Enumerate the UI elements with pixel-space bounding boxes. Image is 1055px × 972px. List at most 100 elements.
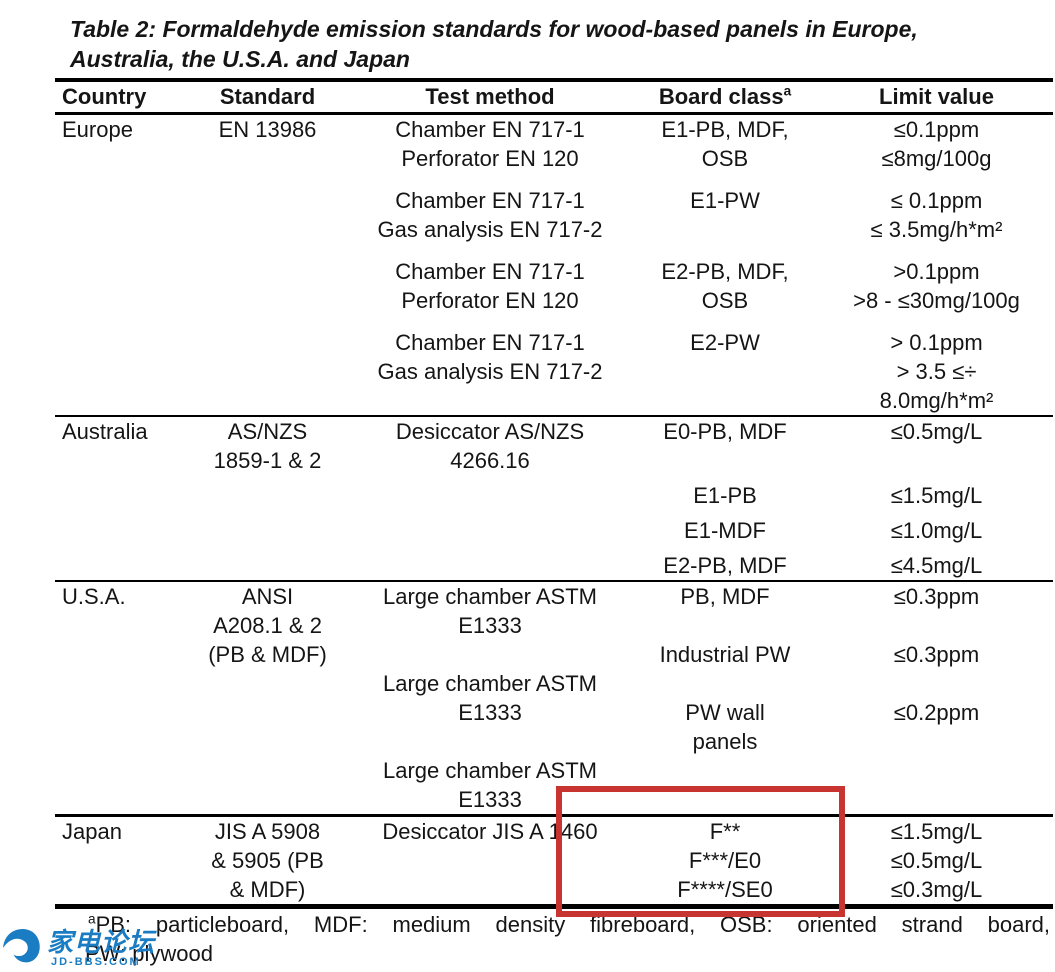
- cell-board-class: F****/SE0: [677, 877, 773, 902]
- table-row: 8.0mg/h*m²: [55, 386, 1053, 415]
- footnote-marker: a: [88, 911, 96, 927]
- cell-standard: & MDF): [229, 877, 306, 902]
- cell-board-class: E2-PB, MDF,: [661, 259, 789, 284]
- col-header-test-method: Test method: [425, 84, 555, 109]
- cell-limit-value: ≤0.3ppm: [893, 642, 980, 667]
- cell-board-class: F***/E0: [688, 848, 762, 873]
- board-class-superscript: a: [783, 83, 792, 99]
- table-row: Large chamber ASTM: [55, 756, 1053, 785]
- cell-test-method: Gas analysis EN 717-2: [377, 359, 603, 384]
- watermark-logo: 家电论坛 JD-BBS.COM: [2, 928, 155, 968]
- cell-board-class: OSB: [701, 288, 749, 313]
- table-rule-header: [55, 112, 1053, 115]
- table-header-row: Country Standard Test method Board class…: [55, 82, 1053, 112]
- cell-test-method: Chamber EN 717-1: [395, 259, 585, 284]
- table-row: (PB & MDF) Industrial PW ≤0.3ppm: [55, 640, 1053, 669]
- watermark-site-name: 家电论坛: [47, 927, 156, 957]
- table-row: U.S.A. ANSI Large chamber ASTM PB, MDF ≤…: [55, 582, 1053, 611]
- cell-country: Australia: [62, 419, 148, 444]
- table-rule-section: [55, 415, 1053, 417]
- table-rule-bottom: [55, 904, 1053, 909]
- cell-standard: EN 13986: [218, 117, 317, 142]
- cell-board-class: E1-MDF: [684, 518, 766, 543]
- table-caption: Table 2: Formaldehyde emission standards…: [70, 14, 1030, 74]
- table-row: Japan JIS A 5908 Desiccator JIS A 1460 F…: [55, 817, 1053, 846]
- table-row: Gas analysis EN 717-2 ≤ 3.5mg/h*m²: [55, 215, 1053, 244]
- table-row: panels: [55, 727, 1053, 756]
- cell-board-class: PB, MDF: [680, 584, 770, 609]
- cell-limit-value: ≤1.0mg/L: [890, 518, 983, 543]
- cell-test-method: Large chamber ASTM: [383, 758, 597, 783]
- table-row: Large chamber ASTM: [55, 669, 1053, 698]
- cell-board-class: E0-PB, MDF: [663, 419, 787, 444]
- cell-board-class: E1-PB, MDF,: [661, 117, 789, 142]
- section-japan: Japan JIS A 5908 Desiccator JIS A 1460 F…: [55, 817, 1053, 904]
- cell-country: U.S.A.: [62, 584, 126, 609]
- table-rule-section: [55, 580, 1053, 582]
- cell-limit-value: > 0.1ppm: [890, 330, 983, 355]
- table-row: E2-PB, MDF ≤4.5mg/L: [55, 551, 1053, 580]
- table-caption-line-2: Australia, the U.S.A. and Japan: [70, 46, 410, 72]
- cell-test-method: Large chamber ASTM: [383, 671, 597, 696]
- cell-test-method: Chamber EN 717-1: [395, 188, 585, 213]
- table-row: Perforator EN 120 OSB >8 - ≤30mg/100g: [55, 286, 1053, 315]
- cell-standard: (PB & MDF): [208, 642, 327, 667]
- section-europe: Europe EN 13986 Chamber EN 717-1 E1-PB, …: [55, 115, 1053, 415]
- table-row: Chamber EN 717-1 E1-PW ≤ 0.1ppm: [55, 186, 1053, 215]
- section-australia: Australia AS/NZS Desiccator AS/NZS E0-PB…: [55, 417, 1053, 580]
- table-row: E1333: [55, 785, 1053, 814]
- table-row: E1-MDF ≤1.0mg/L: [55, 516, 1053, 545]
- cell-limit-value: ≤0.3mg/L: [890, 877, 983, 902]
- cell-country: Japan: [62, 819, 122, 844]
- cell-standard: A208.1 & 2: [213, 613, 322, 638]
- col-header-standard: Standard: [219, 84, 316, 109]
- cell-board-class: Industrial PW: [659, 642, 791, 667]
- table-row: Chamber EN 717-1 E2-PW > 0.1ppm: [55, 328, 1053, 357]
- cell-test-method: Chamber EN 717-1: [395, 330, 585, 355]
- watermark-text: 家电论坛 JD-BBS.COM: [47, 928, 155, 968]
- watermark-site-domain: JD-BBS.COM: [51, 956, 141, 968]
- cell-test-method: E1333: [458, 700, 522, 725]
- footnote-line-2: PW: plywood: [85, 941, 213, 966]
- cell-standard: 1859-1 & 2: [213, 448, 322, 473]
- cell-country: Europe: [62, 117, 133, 142]
- cell-test-method: Perforator EN 120: [401, 288, 579, 313]
- cell-limit-value: ≤ 0.1ppm: [890, 188, 983, 213]
- table-row: E1-PB ≤1.5mg/L: [55, 481, 1053, 510]
- cell-board-class: panels: [692, 729, 758, 754]
- table-footnote: aPB: particleboard, MDF: medium density …: [85, 910, 1050, 968]
- cell-limit-value: ≤0.2ppm: [893, 700, 980, 725]
- cell-board-class: E1-PW: [690, 188, 760, 213]
- table-row: 1859-1 & 2 4266.16: [55, 446, 1053, 475]
- cell-limit-value: 8.0mg/h*m²: [879, 388, 994, 413]
- cell-limit-value: ≤8mg/100g: [881, 146, 992, 171]
- table-rule-section: [55, 814, 1053, 817]
- section-usa: U.S.A. ANSI Large chamber ASTM PB, MDF ≤…: [55, 582, 1053, 814]
- cell-test-method: 4266.16: [450, 448, 530, 473]
- cell-limit-value: ≤1.5mg/L: [890, 819, 983, 844]
- col-header-board-class-text: Board class: [658, 84, 784, 109]
- cell-standard: JIS A 5908: [214, 819, 321, 844]
- table-row: Gas analysis EN 717-2 > 3.5 ≤÷: [55, 357, 1053, 386]
- cell-limit-value: ≤0.5mg/L: [890, 848, 983, 873]
- col-header-country: Country: [62, 84, 147, 109]
- standards-table: Country Standard Test method Board class…: [55, 78, 1053, 909]
- cell-board-class: PW wall: [685, 700, 765, 725]
- cell-test-method: Chamber EN 717-1: [395, 117, 585, 142]
- cell-test-method: E1333: [458, 787, 522, 812]
- cell-board-class: F**: [709, 819, 741, 844]
- cell-test-method: Desiccator AS/NZS: [395, 419, 585, 444]
- cell-limit-value: ≤1.5mg/L: [890, 483, 983, 508]
- cell-test-method: E1333: [458, 613, 522, 638]
- table-row: & MDF) F****/SE0 ≤0.3mg/L: [55, 875, 1053, 904]
- table-caption-line-1: Table 2: Formaldehyde emission standards…: [70, 16, 918, 42]
- cell-board-class: OSB: [701, 146, 749, 171]
- cell-limit-value: >8 - ≤30mg/100g: [853, 288, 1020, 313]
- cell-limit-value: ≤0.5mg/L: [890, 419, 983, 444]
- cell-limit-value: ≤0.1ppm: [893, 117, 980, 142]
- col-header-limit-value: Limit value: [879, 84, 994, 109]
- cell-limit-value: > 3.5 ≤÷: [896, 359, 977, 384]
- table-rule-top: [55, 78, 1053, 82]
- cell-test-method: Large chamber ASTM: [383, 584, 597, 609]
